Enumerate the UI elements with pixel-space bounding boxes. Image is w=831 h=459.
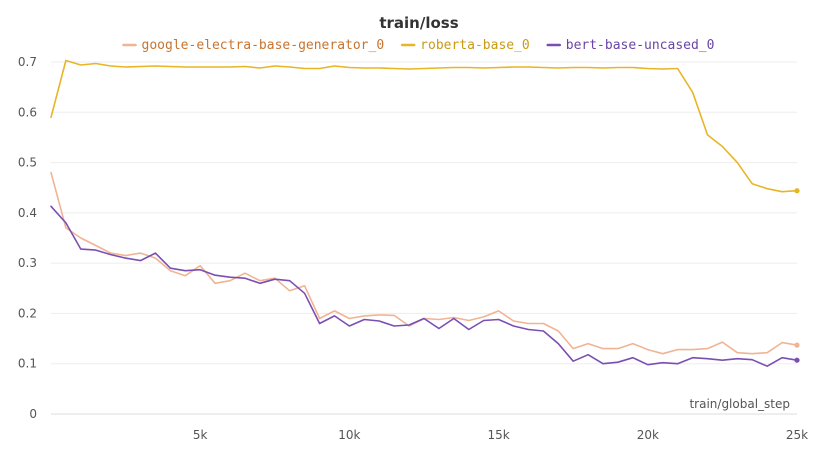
y-tick-label: 0.1 [18,357,37,371]
y-tick-label: 0.4 [18,206,37,220]
y-tick-label: 0.7 [18,55,37,69]
legend-label: roberta-base_0 [420,38,530,53]
series-end-point-2 [794,357,800,363]
y-tick-label: 0.5 [18,156,37,170]
plot-area [50,59,800,368]
y-tick-label: 0.3 [18,256,37,270]
legend-item[interactable]: google-electra-base-generator_0 [122,38,385,53]
legend-label: google-electra-base-generator_0 [142,38,385,53]
x-axis: 5k 10k 15k 20k 25k [51,413,808,442]
legend: google-electra-base-generator_0 roberta-b… [122,38,715,53]
y-axis: 0 0.1 0.2 0.3 0.4 0.5 0.6 0.7 [18,55,37,421]
chart-title: train/loss [379,14,458,32]
x-tick-label: 15k [487,428,509,442]
x-tick-label: 10k [338,428,360,442]
series-end-point-0 [794,342,800,348]
series-end-point-1 [794,188,800,194]
legend-item[interactable]: bert-base-uncased_0 [546,38,715,53]
y-tick-label: 0.6 [18,105,37,119]
x-tick-label: 20k [637,428,659,442]
y-tick-label: 0 [29,407,37,421]
x-axis-title: train/global_step [689,397,790,411]
legend-label: bert-base-uncased_0 [566,38,715,53]
series-line-2 [50,205,798,368]
x-tick-label: 25k [786,428,808,442]
x-tick-label: 5k [193,428,208,442]
y-tick-label: 0.2 [18,306,37,320]
series-line-1 [50,59,798,193]
legend-item[interactable]: roberta-base_0 [400,38,530,53]
